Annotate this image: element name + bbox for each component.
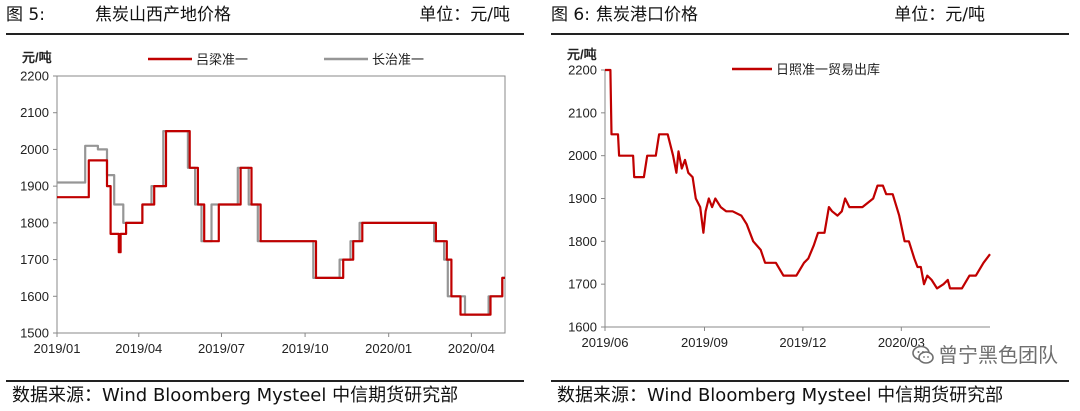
y-tick-label: 1800 <box>568 234 597 249</box>
figure-label: 图 5: <box>6 5 45 25</box>
header-rule <box>551 33 1069 35</box>
x-tick-label: 2019/04 <box>115 341 162 356</box>
y-tick-label: 1900 <box>568 191 597 206</box>
x-tick-label: 2019/10 <box>282 341 329 356</box>
figure-label: 图 6: <box>551 5 590 25</box>
data-source: 数据来源：Wind Bloomberg Mysteel 中信期货研究部 <box>557 385 1004 406</box>
price-chart-port: 元/吨 1600 1700 1800 1900 2000 2100 2200 2019/06 20… <box>567 47 991 350</box>
y-tick-label: 1500 <box>20 326 49 341</box>
chart-panel-left: 图 5: 焦炭山西产地价格 单位：元/吨 元/吨 1500 1600 1700 1800 1… <box>0 0 530 411</box>
legend-label: 长治准一 <box>372 52 424 67</box>
legend-label: 吕梁准一 <box>196 52 248 67</box>
y-tick-label: 2000 <box>568 148 597 163</box>
y-tick-label: 2200 <box>568 63 597 78</box>
x-tick-label: 2019/07 <box>198 341 245 356</box>
figure-header: 图 5: 焦炭山西产地价格 单位：元/吨 <box>6 0 524 34</box>
series-line-1 <box>605 68 991 290</box>
data-source: 数据来源：Wind Bloomberg Mysteel 中信期货研究部 <box>12 385 459 406</box>
unit-label: 单位：元/吨 <box>894 5 985 25</box>
figure-title-text: 焦炭港口价格 <box>595 5 698 25</box>
price-chart-shanxi: 元/吨 1500 1600 1700 1800 1900 2000 2100 2200 2019/… <box>20 50 506 356</box>
footer-rule <box>551 380 1069 382</box>
x-tick-label: 2020/04 <box>448 341 495 356</box>
y-tick-label: 1600 <box>568 320 597 335</box>
y-tick-label: 1700 <box>20 252 49 267</box>
plot-frame <box>56 75 506 334</box>
x-tick-label: 2020/01 <box>365 341 412 356</box>
figure-title: 图 5: 焦炭山西产地价格 <box>6 0 231 30</box>
figure-header: 图 6: 焦炭港口价格 单位：元/吨 <box>551 0 1069 34</box>
y-tick-label: 2000 <box>20 142 49 157</box>
y-tick-label: 1600 <box>20 289 49 304</box>
x-tick-label: 2019/12 <box>779 335 826 350</box>
footer-rule <box>6 380 524 382</box>
x-tick-label: 2020/03 <box>878 335 925 350</box>
x-tick-label: 2019/09 <box>681 335 728 350</box>
series-line-2 <box>57 130 505 316</box>
y-axis-label: 元/吨 <box>567 47 597 62</box>
y-axis-label: 元/吨 <box>22 50 52 65</box>
unit-label: 单位：元/吨 <box>419 5 510 25</box>
x-tick-label: 2019/01 <box>34 341 81 356</box>
y-tick-label: 1800 <box>20 215 49 230</box>
series-line-1 <box>57 130 505 316</box>
figure-title-text: 焦炭山西产地价格 <box>94 5 231 25</box>
header-rule <box>6 33 524 35</box>
wechat-icon <box>912 344 934 366</box>
legend-label: 日照准一贸易出库 <box>776 62 880 77</box>
chart-panel-right: 图 6: 焦炭港口价格 单位：元/吨 元/吨 1600 1700 1800 1900 200… <box>545 0 1075 411</box>
y-tick-label: 2100 <box>568 105 597 120</box>
watermark: 曾宁黑色团队 <box>912 339 1058 368</box>
figure-title: 图 6: 焦炭港口价格 <box>551 0 698 30</box>
y-tick-label: 1700 <box>568 277 597 292</box>
y-tick-label: 2100 <box>20 105 49 120</box>
y-tick-label: 1900 <box>20 179 49 194</box>
watermark-text: 曾宁黑色团队 <box>938 343 1058 367</box>
y-tick-label: 2200 <box>20 69 49 84</box>
x-tick-label: 2019/06 <box>582 335 629 350</box>
